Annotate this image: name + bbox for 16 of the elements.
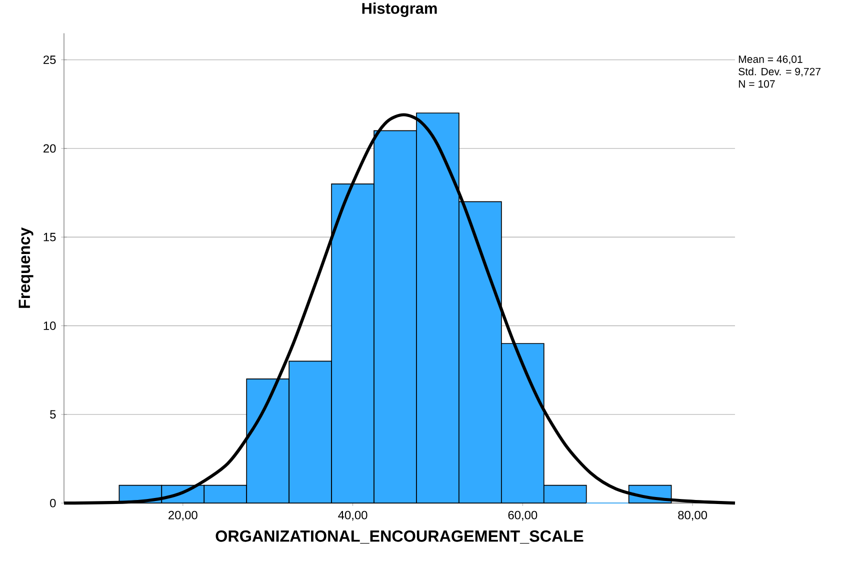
x-axis-title: ORGANIZATIONAL_ENCOURAGEMENT_SCALE	[216, 530, 584, 544]
x-tick-label: 60,00	[508, 510, 538, 521]
x-tick-label: 20,00	[168, 510, 198, 521]
y-tick-label: 10	[44, 322, 56, 330]
text: Std. Dev. = 9,727	[738, 68, 820, 77]
y-tick-label: 20	[44, 144, 56, 153]
x-tick-label: 80,00	[678, 510, 708, 521]
text: N = 107	[738, 80, 775, 88]
y-tick-label: 5	[50, 410, 56, 419]
y-tick-label: 0	[50, 498, 56, 508]
chart-title: Histogram	[362, 2, 437, 17]
y-tick-label: 15	[44, 232, 56, 242]
y-tick-label: 25	[44, 56, 56, 64]
text: Mean = 46,01	[738, 55, 802, 64]
y-axis-title: Frequency	[18, 227, 34, 308]
x-tick-label: 40,00	[338, 510, 368, 521]
